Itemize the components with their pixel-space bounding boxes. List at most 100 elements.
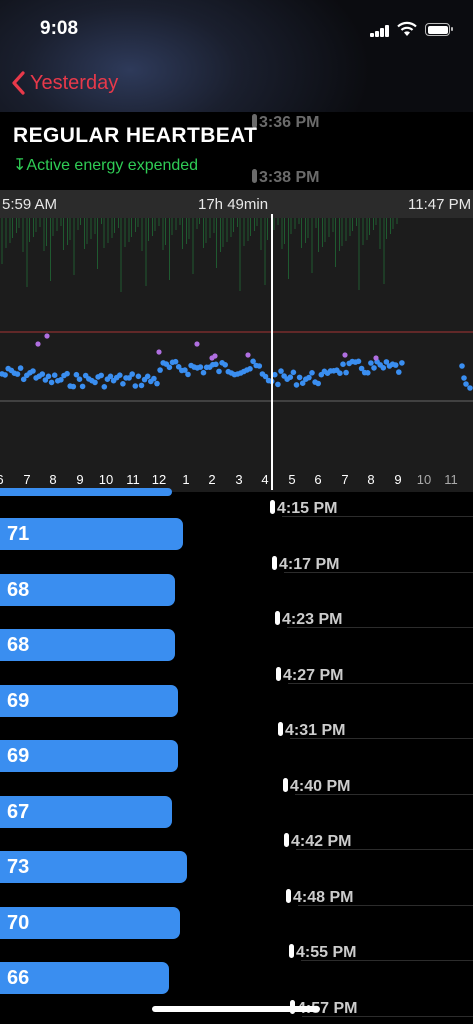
irregular-point [44, 333, 50, 339]
axis-hour-label: 3 [235, 472, 243, 487]
axis-hour-label: 2 [208, 472, 216, 487]
heart-rate-point [262, 373, 269, 380]
chart-canvas [0, 218, 473, 402]
heart-rate-point [172, 358, 179, 365]
axis-hour-label: 8 [367, 472, 375, 487]
heart-rate-point [101, 384, 108, 390]
heart-rate-point [166, 364, 173, 371]
reading-bar[interactable]: 68 [0, 573, 175, 606]
heart-rate-point [51, 372, 58, 378]
heart-rate-point [383, 359, 390, 365]
range-duration: 17h 49min [198, 196, 269, 213]
top-header-background [0, 0, 473, 112]
heart-rate-point [197, 364, 204, 370]
heart-rate-point [132, 383, 139, 389]
heart-rate-point [70, 383, 77, 390]
heart-rate-point [290, 369, 297, 376]
reading-bar[interactable]: 70 [0, 906, 180, 939]
reading-bar[interactable]: 69 [0, 684, 178, 717]
heart-rate-point [73, 371, 80, 378]
heart-rate-point [309, 370, 315, 376]
hour-axis: 67891011121234567891011 [0, 466, 473, 492]
heart-rate-point [250, 358, 256, 365]
reading-value: 71 [7, 523, 30, 545]
heart-rate-point [175, 364, 182, 370]
battery-icon [425, 23, 453, 36]
row-separator [288, 682, 473, 684]
reading-time: 4:42 PM [284, 833, 351, 851]
axis-hour-label: 12 [151, 472, 167, 487]
heart-rate-point [337, 370, 343, 376]
axis-hour-label: 11 [444, 472, 458, 487]
heart-rate-point [380, 365, 387, 371]
heart-rate-point [358, 365, 365, 372]
heart-rate-point [2, 372, 8, 378]
irregular-point [156, 349, 162, 355]
heart-rate-point [39, 371, 46, 377]
reading-bar[interactable]: 71 [0, 518, 183, 550]
axis-hour-label: 1 [182, 472, 190, 487]
heart-rate-point [107, 373, 114, 380]
row-separator [298, 904, 473, 906]
irregular-point [373, 355, 379, 361]
row-separator [287, 627, 473, 628]
heart-rate-point [14, 371, 21, 377]
back-button[interactable]: Yesterday [10, 68, 118, 98]
reading-bar[interactable]: 67 [0, 795, 172, 828]
heart-rate-point [355, 358, 362, 365]
reading-bar[interactable]: 66 [0, 962, 169, 994]
heart-rate-point [222, 362, 228, 368]
irregular-point [212, 353, 218, 359]
heart-rate-point [157, 367, 163, 373]
chart-scrubber-line[interactable] [271, 214, 273, 490]
heart-rate-point [129, 371, 135, 377]
heart-rate-point [275, 381, 281, 388]
heart-rate-point [126, 375, 132, 381]
heart-rate-point [213, 361, 219, 368]
heart-rate-point [306, 374, 312, 381]
reading-time: 4:15 PM [270, 500, 337, 518]
axis-hour-label: 10 [98, 472, 114, 487]
heart-rate-point [42, 377, 49, 383]
axis-hour-label: 4 [261, 472, 269, 487]
range-end: 11:47 PM [408, 196, 472, 213]
heart-rate-point [92, 379, 98, 386]
irregular-point [245, 352, 251, 358]
heart-rate-point [48, 379, 55, 386]
reading-bar[interactable]: 73 [0, 851, 187, 883]
reading-bar[interactable]: 68 [0, 629, 175, 661]
reading-value: 70 [7, 911, 30, 934]
heart-rate-chart[interactable] [0, 218, 473, 492]
reading-time: 4:23 PM [275, 611, 342, 629]
heart-rate-point [135, 373, 142, 380]
heart-rate-point [138, 382, 145, 389]
irregular-point [194, 341, 200, 347]
wifi-icon [397, 21, 417, 36]
home-indicator[interactable] [152, 1006, 320, 1012]
cellular-signal-icon [370, 25, 390, 37]
heart-rate-point [392, 362, 399, 368]
row-separator [302, 1015, 473, 1017]
ghost-time-1: 3:36 PM [252, 114, 319, 132]
heart-rate-point [200, 369, 207, 376]
reading-time: 4:48 PM [286, 889, 353, 907]
reading-bar[interactable]: 69 [0, 740, 178, 772]
heart-rate-point [185, 371, 191, 378]
heart-rate-point [98, 372, 104, 379]
ghost-time-2: 3:38 PM [252, 169, 319, 187]
heart-rate-point [30, 368, 36, 374]
row-separator [296, 849, 473, 850]
row-separator [284, 571, 473, 573]
heart-rate-point [299, 380, 306, 386]
heart-rate-point [293, 382, 300, 388]
reading-value: 73 [7, 856, 30, 878]
heart-rate-point [272, 371, 278, 378]
reading-bar-partial[interactable] [0, 488, 172, 496]
reading-value: 66 [7, 967, 30, 989]
row-separator [301, 960, 473, 961]
axis-hour-label: 7 [341, 472, 349, 487]
heart-rate-point [368, 360, 374, 366]
heart-rate-point [58, 377, 64, 383]
row-separator [282, 516, 473, 517]
axis-hour-label: 8 [49, 472, 57, 487]
